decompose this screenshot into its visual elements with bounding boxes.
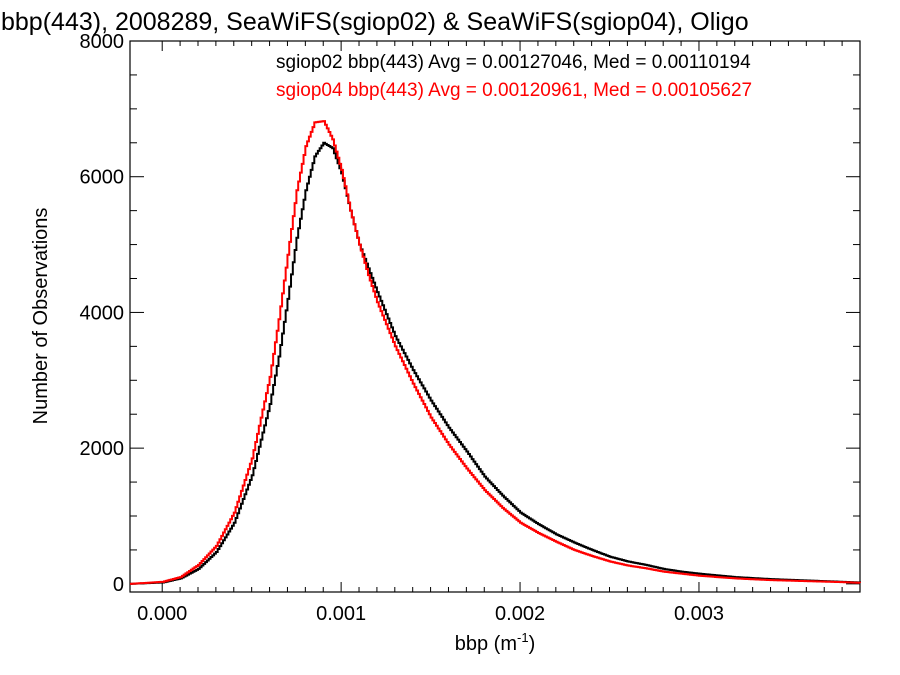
x-tick-label: 0.003	[674, 603, 724, 625]
x-tick-label: 0.002	[495, 603, 545, 625]
y-tick-label: 8000	[80, 31, 125, 53]
legend-entry-sgiop02: sgiop02 bbp(443) Avg = 0.00127046, Med =…	[276, 52, 751, 73]
legend-entry-sgiop04: sgiop04 bbp(443) Avg = 0.00120961, Med =…	[276, 80, 752, 101]
x-tick-label: 0.000	[137, 603, 187, 625]
y-tick-label: 2000	[80, 438, 125, 460]
series-line-sgiop02	[130, 141, 861, 585]
x-tick-label: 0.001	[316, 603, 366, 625]
y-axis-label: Number of Observations	[30, 208, 52, 425]
series-line-sgiop04	[130, 120, 861, 585]
y-tick-label: 0	[113, 574, 124, 596]
y-tick-label: 4000	[80, 302, 125, 324]
y-tick-label: 6000	[80, 167, 125, 189]
x-axis-label: bbp (m-1)	[455, 630, 535, 655]
series-layer	[130, 120, 861, 585]
y-axis: 0 2000 4000 6000 8000	[80, 31, 860, 596]
plot-frame	[129, 40, 861, 593]
chart-title: bbp(443), 2008289, SeaWiFS(sgiop02) & Se…	[1, 8, 749, 36]
x-axis: 0.000 0.001 0.002 0.003	[137, 41, 861, 625]
